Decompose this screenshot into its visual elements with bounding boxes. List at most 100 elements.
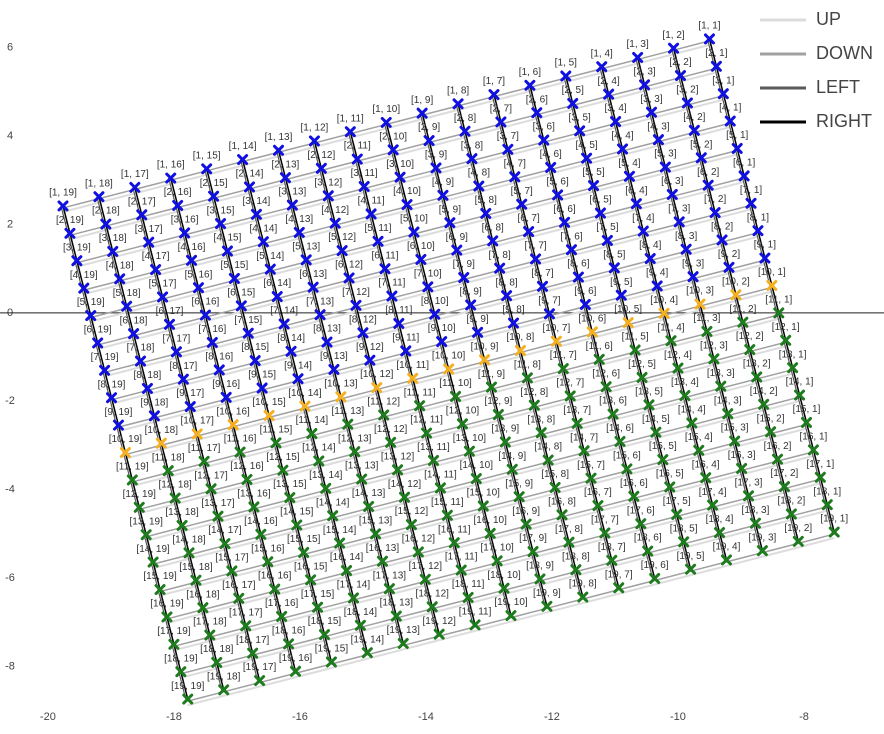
down-link (690, 561, 727, 572)
right-link (708, 38, 718, 67)
point-label: [12, 8] (520, 387, 548, 398)
down-link (174, 490, 212, 501)
down-link (514, 168, 551, 180)
point-label: [3, 1] (712, 75, 734, 86)
down-link (177, 197, 214, 209)
up-link (314, 136, 351, 148)
right-link (369, 359, 378, 388)
down-link (496, 552, 534, 564)
down-link (161, 435, 198, 446)
point-marker (736, 462, 748, 474)
point-marker (408, 226, 420, 238)
right-link (798, 394, 808, 423)
down-link (421, 105, 459, 116)
right-link (591, 331, 600, 360)
point-marker (524, 79, 536, 91)
point-marker (658, 307, 670, 319)
up-link (499, 263, 536, 276)
up-link (126, 302, 163, 314)
point-label: [2, 13] (272, 159, 300, 170)
right-link (700, 157, 709, 186)
right-link (713, 358, 722, 387)
right-link (267, 561, 276, 590)
x-tick-label: -10 (670, 711, 686, 723)
right-link (549, 167, 559, 196)
right-link (520, 203, 530, 232)
point-label: [4, 12] (321, 205, 349, 216)
right-link (656, 285, 665, 314)
point-marker (378, 409, 390, 421)
point-marker (560, 70, 572, 82)
up-link (328, 191, 365, 203)
point-marker (752, 225, 764, 237)
right-link (563, 222, 573, 250)
down-link (532, 543, 570, 555)
point-marker (581, 152, 593, 164)
legend-label: LEFT (816, 77, 860, 97)
right-link (460, 569, 469, 598)
point-label: [15, 7] (577, 460, 605, 471)
down-link (611, 552, 648, 564)
point-label: [19, 6] (641, 560, 669, 571)
point-label: [18, 19] (164, 653, 198, 664)
up-link (159, 585, 197, 597)
point-label: [15, 5] (649, 441, 677, 452)
up-link (225, 393, 263, 405)
up-link (557, 190, 594, 202)
down-link (191, 252, 228, 264)
point-label: [1, 17] (121, 169, 149, 180)
right-link (463, 277, 472, 306)
up-link (176, 347, 213, 359)
point-label: [10, 18] (145, 425, 179, 436)
point-marker (128, 328, 140, 340)
point-label: [14, 5] (642, 414, 670, 425)
right-link (649, 258, 658, 287)
point-label: [7, 16] (198, 324, 226, 335)
up-link (467, 593, 505, 605)
point-marker (668, 42, 680, 54)
right-link (296, 524, 305, 553)
right-link (318, 460, 327, 489)
down-link (226, 389, 263, 401)
point-marker (814, 471, 826, 483)
up-link (203, 457, 241, 469)
point-marker (284, 492, 296, 504)
up-link (134, 183, 172, 195)
right-link (526, 377, 536, 406)
down-link (311, 425, 348, 437)
point-label: [13, 16] (237, 489, 271, 500)
point-marker (665, 335, 677, 347)
point-label: [1, 19] (49, 188, 77, 199)
point-label: [13, 7] (563, 405, 591, 416)
point-marker (415, 253, 427, 265)
down-link (277, 288, 314, 300)
y-tick-label: -4 (5, 484, 15, 496)
up-link (590, 473, 628, 486)
right-link (362, 332, 371, 361)
right-link (287, 643, 297, 672)
down-link (712, 497, 749, 508)
up-link (611, 556, 648, 568)
point-marker (161, 611, 173, 623)
point-label: [15, 3] (721, 423, 749, 434)
point-label: [5, 13] (292, 241, 320, 252)
right-link (289, 497, 298, 526)
right-link (500, 121, 509, 150)
point-marker (450, 390, 462, 402)
up-link (543, 135, 580, 148)
right-link (219, 223, 229, 252)
point-label: [4, 8] (468, 168, 490, 179)
point-label: [12, 6] (592, 368, 620, 379)
up-link (563, 364, 600, 376)
down-link (650, 250, 687, 262)
up-link (489, 529, 527, 541)
right-link (333, 369, 342, 398)
right-link (432, 460, 442, 489)
down-link (125, 444, 162, 456)
up-link (513, 318, 550, 331)
right-link (749, 349, 758, 378)
down-link (471, 150, 509, 162)
point-label: [19, 3] (748, 532, 776, 543)
point-label: [19, 4] (713, 542, 741, 553)
right-link (167, 470, 176, 499)
